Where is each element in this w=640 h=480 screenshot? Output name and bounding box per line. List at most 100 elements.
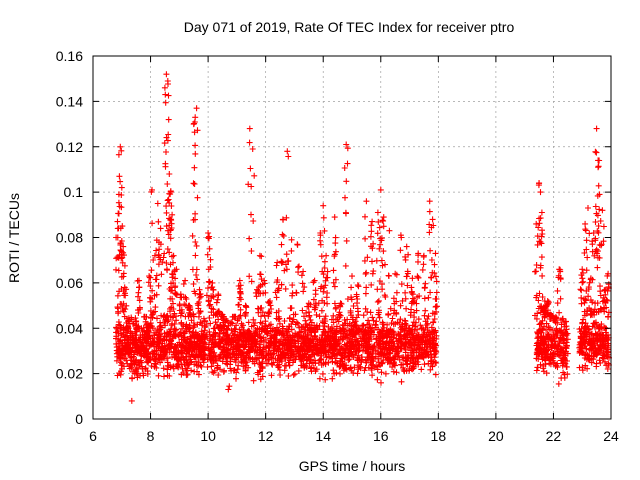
data-point — [404, 282, 411, 289]
data-point — [538, 254, 545, 261]
data-point — [350, 354, 357, 360]
data-point — [385, 272, 392, 279]
data-point — [136, 325, 143, 332]
data-point — [593, 319, 599, 326]
data-point — [278, 281, 285, 288]
data-point — [147, 283, 154, 290]
data-point — [118, 238, 125, 244]
data-point — [208, 305, 215, 312]
data-point — [414, 294, 421, 301]
data-point — [546, 311, 553, 318]
data-point — [287, 352, 294, 359]
data-point — [362, 364, 369, 371]
data-point — [153, 247, 160, 254]
data-point — [151, 348, 158, 355]
data-point — [116, 370, 123, 377]
data-point — [163, 223, 170, 230]
data-point — [165, 196, 172, 203]
data-point — [152, 304, 159, 311]
data-point — [349, 342, 356, 349]
data-point — [288, 352, 295, 359]
y-tick-label: 0.02 — [56, 366, 83, 382]
data-point — [580, 316, 587, 323]
data-point — [260, 334, 267, 341]
data-point — [263, 323, 269, 330]
data-point — [342, 209, 349, 216]
x-tick-label: 18 — [431, 428, 447, 444]
data-point — [581, 299, 588, 306]
data-point — [597, 288, 604, 295]
data-point — [295, 367, 302, 374]
data-point — [163, 71, 170, 78]
data-point — [120, 243, 127, 250]
data-point — [179, 309, 185, 315]
data-point — [414, 344, 421, 350]
data-point — [601, 358, 608, 365]
data-point — [250, 316, 257, 323]
data-point — [336, 311, 343, 318]
data-point — [307, 316, 314, 323]
data-point — [118, 192, 125, 198]
data-point — [595, 223, 602, 229]
data-point — [538, 209, 545, 216]
data-point — [248, 248, 255, 254]
data-point — [191, 181, 198, 187]
data-point — [432, 250, 439, 257]
data-point — [252, 343, 259, 350]
data-point — [133, 318, 140, 324]
data-point — [583, 333, 590, 340]
x-axis-title: GPS time / hours — [299, 458, 406, 474]
data-point — [354, 296, 361, 302]
data-point — [409, 275, 416, 282]
data-point — [588, 353, 595, 360]
data-point — [543, 303, 550, 310]
data-point — [288, 247, 295, 254]
data-point — [114, 218, 121, 225]
data-point — [363, 269, 370, 276]
data-point — [586, 357, 593, 364]
data-point — [344, 145, 351, 152]
data-point — [193, 242, 200, 249]
data-point — [600, 238, 607, 245]
data-point — [123, 329, 130, 336]
data-point — [125, 318, 132, 325]
y-tick-label: 0.08 — [56, 230, 83, 246]
data-point — [152, 361, 159, 368]
data-point — [161, 343, 168, 350]
data-point — [324, 332, 331, 339]
data-point — [587, 276, 594, 283]
data-point — [234, 317, 241, 324]
data-point — [390, 310, 397, 317]
data-point — [320, 319, 327, 326]
data-point — [312, 287, 319, 294]
data-point — [352, 322, 359, 328]
data-point — [593, 125, 600, 132]
data-point — [352, 346, 359, 353]
data-point — [539, 356, 546, 363]
data-point — [286, 357, 293, 364]
data-point — [390, 295, 397, 302]
data-point — [117, 338, 123, 344]
data-point — [234, 366, 241, 373]
data-point — [180, 281, 187, 287]
data-point — [135, 307, 141, 314]
data-point — [560, 337, 566, 344]
data-point — [278, 258, 285, 265]
data-point — [160, 365, 167, 372]
data-point — [556, 309, 563, 316]
data-point — [197, 362, 204, 369]
data-point — [420, 253, 427, 260]
data-point — [172, 275, 179, 282]
data-point — [601, 308, 608, 315]
data-point — [279, 341, 286, 348]
data-point — [362, 348, 369, 355]
data-point — [429, 363, 436, 370]
data-point — [128, 316, 135, 323]
data-point — [167, 235, 174, 242]
data-point — [428, 274, 434, 281]
data-point — [196, 335, 202, 342]
data-point — [316, 313, 323, 320]
y-tick-label: 0.12 — [56, 139, 83, 155]
data-point — [180, 294, 187, 300]
data-point — [279, 259, 286, 266]
